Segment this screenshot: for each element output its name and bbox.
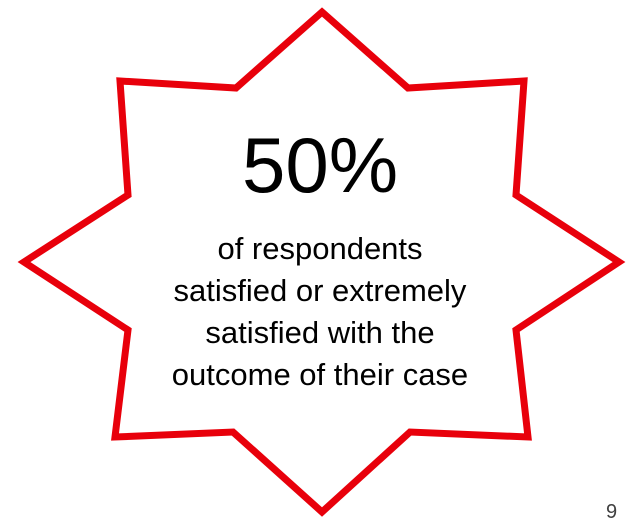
star-outline <box>17 7 626 517</box>
stat-percentage: 50% <box>241 121 399 209</box>
stat-description-line: satisfied or extremely <box>173 273 467 308</box>
slide-number: 9 <box>606 501 618 523</box>
stat-description-line: outcome of their case <box>171 357 469 392</box>
stat-description-line: of respondents <box>217 231 423 266</box>
stat-description: of respondents satisfied or extremely sa… <box>120 228 520 396</box>
stat-description-line: satisfied with the <box>205 315 435 350</box>
